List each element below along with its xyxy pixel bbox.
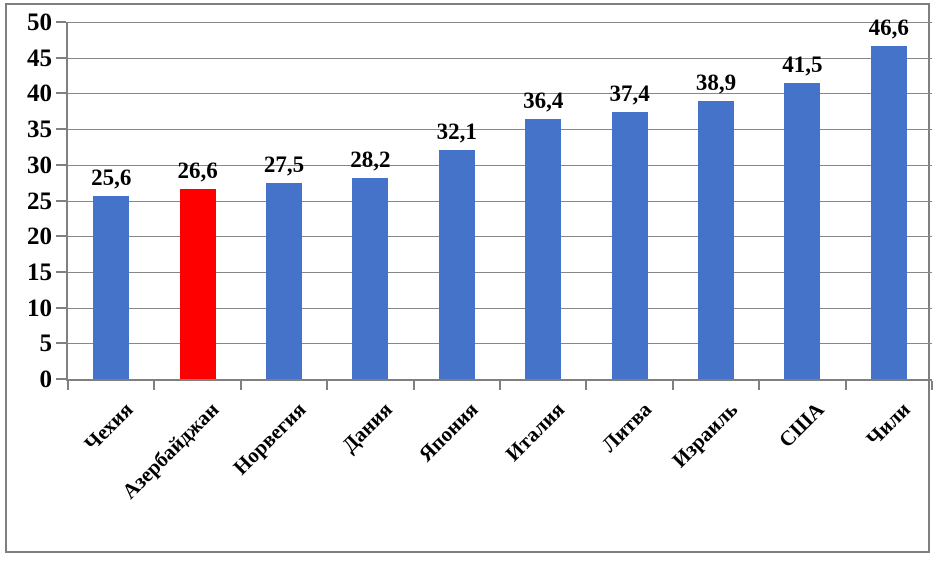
y-tick-label-10: 10 <box>27 294 52 322</box>
category-label-2: Норвегия <box>228 397 311 480</box>
value-label-5: 36,4 <box>523 88 564 114</box>
x-axis-tick-6 <box>585 381 588 390</box>
gridline-20 <box>68 236 932 238</box>
category-label-3: Дания <box>336 397 397 458</box>
value-label-9: 46,6 <box>868 15 909 41</box>
y-tick-label-30: 30 <box>27 151 52 179</box>
y-tick-label-35: 35 <box>27 116 52 144</box>
gridline-30 <box>68 164 932 166</box>
category-label-6: Литва <box>596 397 656 457</box>
gridline-35 <box>68 129 932 131</box>
x-axis-tick-10 <box>931 381 933 390</box>
bar-0 <box>93 196 130 379</box>
value-label-8: 41,5 <box>782 51 823 77</box>
x-axis-tick-0 <box>67 381 69 390</box>
y-axis-tick-25 <box>56 199 66 202</box>
bar-1 <box>179 189 216 379</box>
y-tick-label-5: 5 <box>39 330 53 358</box>
y-axis-tick-40 <box>56 92 66 95</box>
bar-9 <box>870 46 907 379</box>
x-axis-tick-5 <box>499 381 501 390</box>
value-label-7: 38,9 <box>695 70 737 96</box>
bar-8 <box>784 82 821 379</box>
x-axis-tick-7 <box>671 381 674 390</box>
gridline-15 <box>68 271 932 273</box>
value-label-3: 28,2 <box>350 146 391 172</box>
category-label-0: Чехия <box>79 397 138 456</box>
y-tick-label-50: 50 <box>27 9 52 36</box>
y-tick-label-45: 45 <box>27 44 52 72</box>
value-label-4: 32,1 <box>436 118 477 144</box>
x-axis-tick-8 <box>758 381 761 390</box>
y-axis-tick-5 <box>56 342 66 345</box>
y-axis-tick-10 <box>56 306 66 309</box>
x-axis-tick-3 <box>326 381 329 390</box>
bar-4 <box>438 149 475 379</box>
x-axis-tick-1 <box>153 381 156 390</box>
y-tick-label-0: 0 <box>39 366 53 393</box>
category-label-9: Чили <box>861 397 916 451</box>
gridline-45 <box>68 57 932 59</box>
bar-3 <box>352 177 389 379</box>
bar-6 <box>611 111 648 379</box>
y-axis-tick-30 <box>56 163 66 166</box>
y-tick-label-40: 40 <box>27 80 52 108</box>
gridline-50 <box>68 22 932 23</box>
gridline-25 <box>68 200 932 202</box>
y-axis-tick-20 <box>56 235 66 238</box>
y-tick-label-25: 25 <box>27 187 52 215</box>
category-label-5: Италия <box>500 397 570 466</box>
gridline-10 <box>68 307 932 309</box>
y-axis-tick-45 <box>56 56 66 59</box>
plot-area: 25,6 26,6 27,5 28,2 32,1 36,4 37,4 38,9 41,5 46,6 <box>56 16 933 390</box>
value-label-6: 37,4 <box>609 80 650 106</box>
value-label-2: 27,5 <box>263 151 305 177</box>
gridline-5 <box>68 343 932 345</box>
y-tick-label-15: 15 <box>27 258 52 286</box>
y-axis-tick-15 <box>56 270 66 273</box>
y-axis-tick-35 <box>56 128 66 131</box>
bar-5 <box>525 119 562 379</box>
bar-2 <box>266 182 302 379</box>
category-label-7: Израиль <box>667 397 743 473</box>
x-axis-tick-2 <box>239 381 242 390</box>
y-axis-tick-0 <box>56 378 66 380</box>
x-axis-tick-9 <box>844 381 847 390</box>
category-label-8: США <box>773 397 829 453</box>
y-tick-label-20: 20 <box>27 223 52 251</box>
category-label-4: Япония <box>414 397 484 467</box>
x-axis-tick-4 <box>412 381 415 390</box>
y-axis-tick-50 <box>56 21 66 23</box>
value-label-0: 25,6 <box>91 165 132 191</box>
value-label-1: 26,6 <box>177 158 218 184</box>
bar-7 <box>698 101 734 379</box>
gridline-40 <box>68 93 932 95</box>
